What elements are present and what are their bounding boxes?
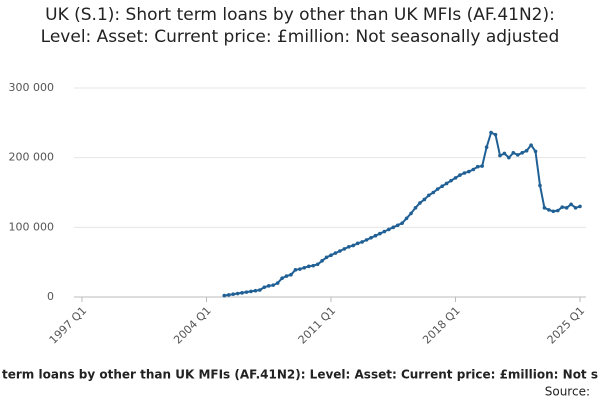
data-point (422, 197, 427, 202)
data-point (431, 190, 436, 195)
data-point (364, 238, 369, 242)
data-point (262, 285, 267, 290)
x-tick-label: 2004 Q1 (171, 304, 214, 347)
data-point (449, 178, 453, 183)
data-point (578, 204, 582, 209)
data-point (484, 145, 489, 150)
data-point (498, 153, 502, 158)
data-point (564, 206, 569, 210)
data-point (404, 216, 409, 221)
data-point (244, 290, 249, 294)
y-tick-label: 100 000 (9, 220, 55, 233)
data-point (427, 193, 431, 198)
data-point (275, 281, 280, 285)
data-point (560, 205, 565, 209)
x-tick-label: 1997 Q1 (47, 304, 90, 347)
data-point (418, 201, 422, 205)
data-point (222, 293, 227, 298)
source: Source: (545, 385, 590, 399)
data-point (320, 258, 324, 263)
data-point (306, 264, 311, 269)
x-tick-label: 2011 Q1 (296, 304, 339, 347)
data-point (284, 274, 289, 278)
data-point (573, 206, 578, 210)
data-point (515, 153, 520, 157)
data-point (315, 262, 320, 267)
data-point (338, 249, 342, 253)
data-point (538, 183, 542, 188)
y-tick-label: 200 000 (9, 151, 55, 164)
data-point (271, 283, 275, 287)
data-point (266, 284, 271, 288)
data-point (542, 206, 547, 210)
data-point (507, 155, 511, 160)
data-point (467, 169, 471, 174)
data-point (253, 288, 258, 293)
data-point (453, 176, 458, 180)
series-line (224, 131, 581, 297)
data-point (333, 251, 338, 255)
data-point (351, 243, 356, 248)
data-point (302, 265, 307, 270)
data-point (293, 268, 298, 272)
data-point (400, 221, 404, 225)
data-point (444, 181, 449, 186)
footer-title: term loans by other than UK MFIs (AF.41N… (2, 368, 598, 382)
data-point (555, 208, 560, 213)
data-point (298, 267, 302, 271)
data-point (458, 173, 462, 177)
data-point (462, 171, 467, 175)
data-point (502, 151, 507, 156)
data-point (413, 206, 418, 210)
data-point (373, 233, 378, 238)
x-tick-label: 2018 Q1 (420, 304, 463, 347)
data-point (249, 289, 253, 294)
data-point (520, 150, 524, 155)
data-point (311, 263, 316, 268)
data-point (360, 240, 364, 244)
data-point (231, 292, 235, 297)
x-tick-label: 2025 Q1 (545, 304, 588, 347)
data-point (409, 211, 413, 216)
data-point (280, 276, 284, 280)
data-point (226, 293, 231, 297)
data-point (547, 208, 551, 212)
data-point (435, 187, 440, 191)
data-point (524, 148, 529, 153)
data-point (289, 272, 293, 277)
data-point (346, 245, 351, 249)
data-point (475, 164, 480, 169)
data-point (387, 227, 391, 232)
data-point (391, 225, 396, 230)
data-point (355, 241, 360, 246)
data-point (551, 209, 556, 214)
data-point (511, 150, 516, 155)
data-point (480, 164, 484, 168)
data-point (529, 143, 533, 147)
y-tick-label: 0 (47, 290, 54, 303)
y-tick-label: 300 000 (9, 81, 55, 94)
data-point (258, 288, 262, 292)
data-point (471, 167, 476, 172)
data-point (369, 235, 373, 240)
data-point (342, 247, 347, 251)
data-point (493, 132, 498, 137)
data-point (440, 184, 444, 189)
data-point (329, 253, 333, 257)
data-point (533, 149, 538, 154)
chart-title: UK (S.1): Short term loans by other than… (40, 5, 560, 47)
data-point (235, 291, 240, 296)
data-point (569, 202, 573, 207)
data-point (240, 291, 244, 295)
data-point (378, 231, 382, 236)
data-point (395, 223, 400, 228)
data-point (324, 255, 329, 260)
data-point (489, 130, 493, 135)
data-point (382, 229, 387, 234)
